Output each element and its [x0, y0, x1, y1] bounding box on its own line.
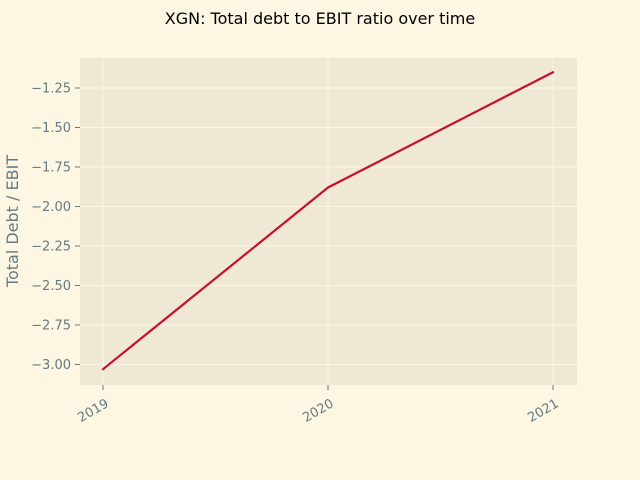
y-tick-label: −2.50 [31, 279, 71, 294]
y-tick-label: −2.75 [31, 318, 71, 333]
grid-layer [80, 58, 577, 385]
chart-title: XGN: Total debt to EBIT ratio over time [165, 9, 475, 28]
series-layer [101, 71, 555, 371]
series-line [101, 71, 555, 371]
y-tick-label: −3.00 [31, 358, 71, 373]
y-axis-label: Total Debt / EBIT [3, 155, 22, 288]
y-tick-label: −1.25 [31, 82, 71, 97]
y-tick-label: −2.25 [31, 239, 71, 254]
y-tick-label: −2.00 [31, 200, 71, 215]
y-tick-label: −1.75 [31, 161, 71, 176]
y-axis: −1.25 −1.50 −1.75 −2.00 −2.25 −2.50 −2.75 −3.00 [31, 82, 80, 373]
y-tick-label: −1.50 [31, 121, 71, 136]
